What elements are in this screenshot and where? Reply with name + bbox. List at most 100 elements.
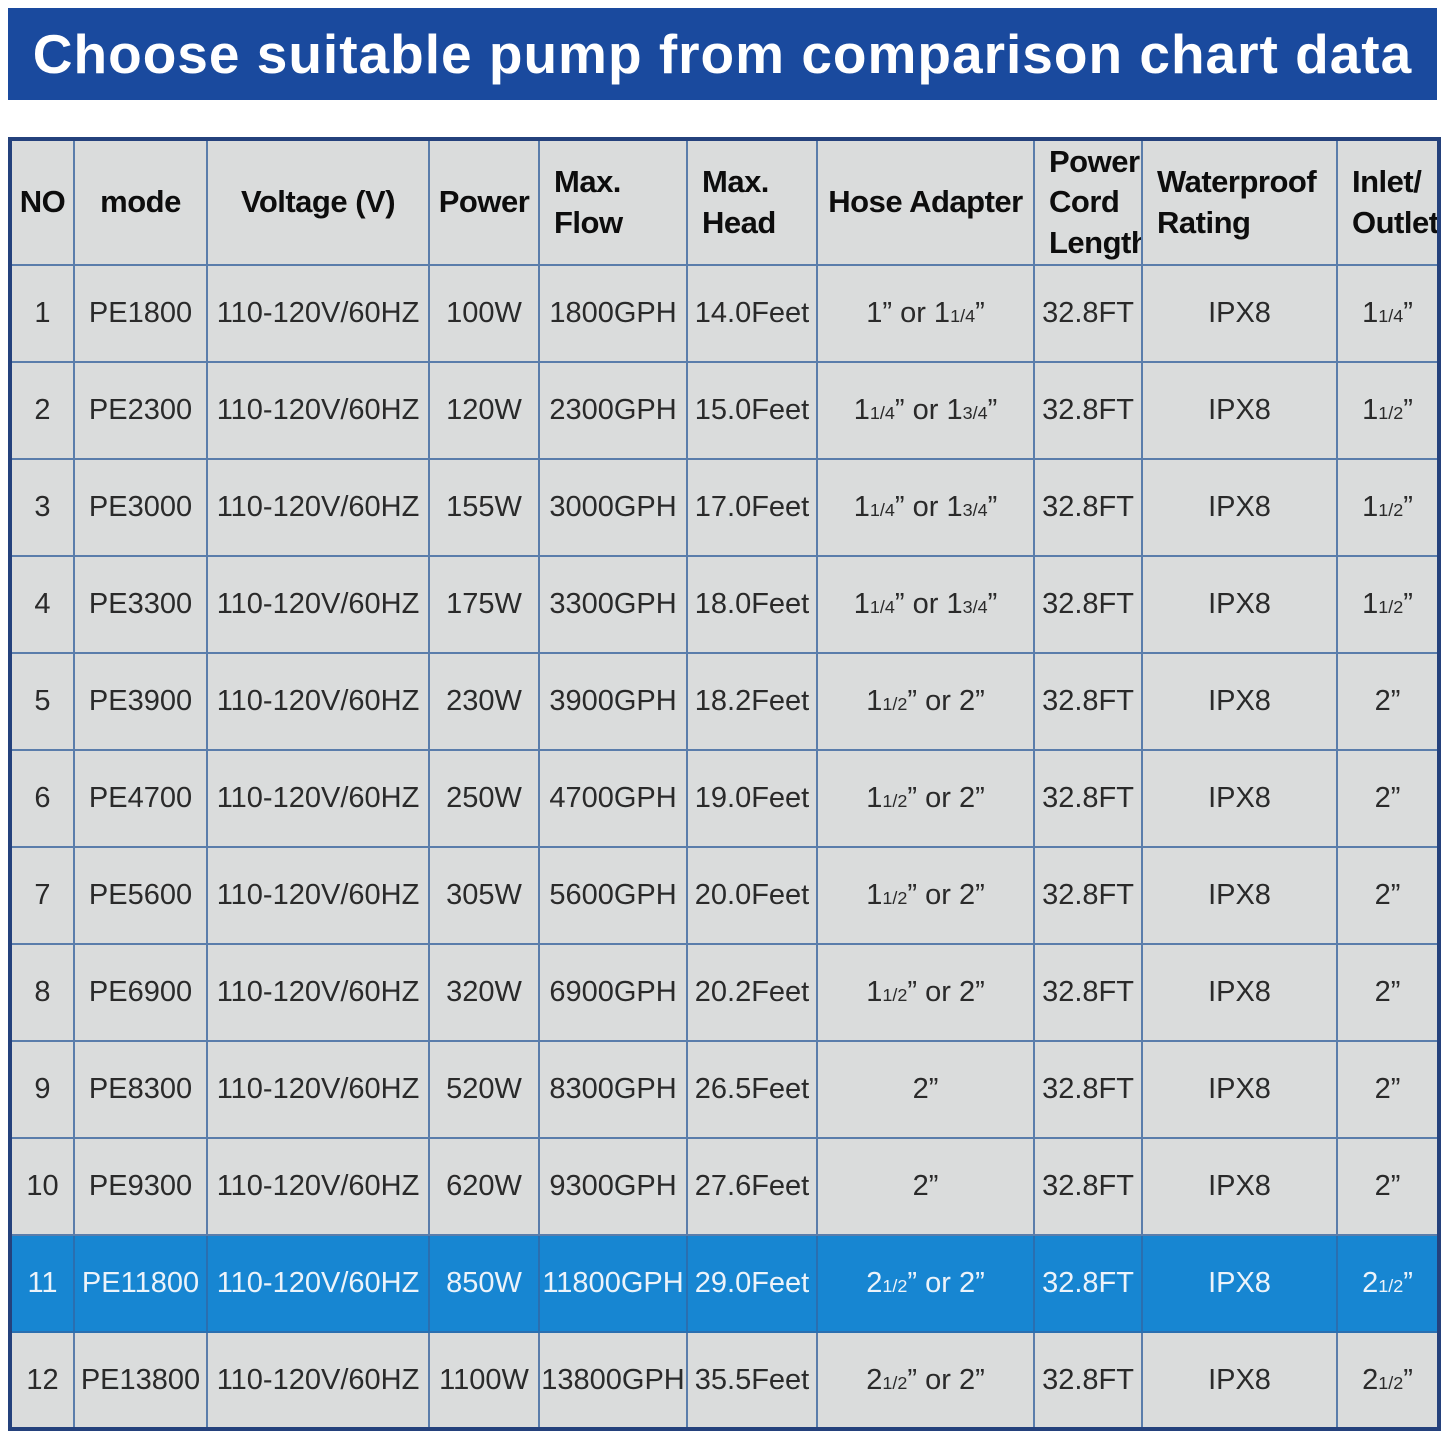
cell-max-flow: 1800GPH: [538, 264, 688, 363]
cell-power: 100W: [428, 264, 540, 363]
fraction-text: 1/2: [1378, 1276, 1404, 1296]
fraction-text: 1/4: [1378, 306, 1404, 326]
fraction-text: 1/4: [950, 306, 976, 326]
column-header-max-head: Max. Head: [686, 138, 818, 266]
cell-no: 1: [9, 264, 75, 363]
cell-inlet-outlet: 2”: [1336, 749, 1440, 848]
cell-waterproof-rating: IPX8: [1141, 555, 1338, 654]
cell-power: 230W: [428, 652, 540, 751]
cell-mode: PE3000: [73, 458, 208, 557]
cell-no: 6: [9, 749, 75, 848]
column-header-no: NO: [9, 138, 75, 266]
cell-hose-adapter: 21/2” or 2”: [816, 1234, 1035, 1333]
table-row: 5 PE3900 110-120V/60HZ 230W 3900GPH 18.2…: [9, 652, 1440, 751]
cell-mode: PE6900: [73, 943, 208, 1042]
cell-inlet-outlet: 2”: [1336, 1137, 1440, 1236]
cell-power-cord-length: 32.8FT: [1033, 361, 1143, 460]
cell-max-flow: 8300GPH: [538, 1040, 688, 1139]
cell-no: 10: [9, 1137, 75, 1236]
cell-waterproof-rating: IPX8: [1141, 749, 1338, 848]
cell-max-flow: 3900GPH: [538, 652, 688, 751]
cell-no: 8: [9, 943, 75, 1042]
cell-hose-adapter: 1” or 11/4”: [816, 264, 1035, 363]
cell-power-cord-length: 32.8FT: [1033, 1137, 1143, 1236]
cell-inlet-outlet: 21/2”: [1336, 1234, 1440, 1333]
cell-voltage: 110-120V/60HZ: [206, 555, 430, 654]
cell-hose-adapter: 21/2” or 2”: [816, 1331, 1035, 1430]
cell-max-head: 14.0Feet: [686, 264, 818, 363]
cell-waterproof-rating: IPX8: [1141, 1234, 1338, 1333]
cell-mode: PE9300: [73, 1137, 208, 1236]
cell-max-head: 15.0Feet: [686, 361, 818, 460]
cell-waterproof-rating: IPX8: [1141, 652, 1338, 751]
cell-waterproof-rating: IPX8: [1141, 943, 1338, 1042]
cell-inlet-outlet: 2”: [1336, 846, 1440, 945]
cell-hose-adapter: 2”: [816, 1040, 1035, 1139]
cell-hose-adapter: 11/2” or 2”: [816, 846, 1035, 945]
cell-power-cord-length: 32.8FT: [1033, 846, 1143, 945]
fraction-text: 1/2: [882, 1276, 908, 1296]
header-row: NO mode Voltage (V) Power Max. Flow Max. Head Ho…: [9, 138, 1440, 266]
fraction-text: 1/2: [882, 888, 908, 908]
cell-power: 320W: [428, 943, 540, 1042]
cell-mode: PE3300: [73, 555, 208, 654]
cell-power: 520W: [428, 1040, 540, 1139]
cell-mode: PE4700: [73, 749, 208, 848]
cell-hose-adapter: 2”: [816, 1137, 1035, 1236]
cell-waterproof-rating: IPX8: [1141, 361, 1338, 460]
column-header-hose-adapter: Hose Adapter: [816, 138, 1035, 266]
cell-power: 620W: [428, 1137, 540, 1236]
cell-voltage: 110-120V/60HZ: [206, 943, 430, 1042]
cell-max-head: 20.2Feet: [686, 943, 818, 1042]
column-header-waterproof-rating: Waterproof Rating: [1141, 138, 1338, 266]
column-header-inlet-outlet: Inlet/Outlet: [1336, 138, 1440, 266]
cell-power-cord-length: 32.8FT: [1033, 652, 1143, 751]
cell-power-cord-length: 32.8FT: [1033, 943, 1143, 1042]
cell-max-head: 29.0Feet: [686, 1234, 818, 1333]
cell-inlet-outlet: 2”: [1336, 652, 1440, 751]
cell-max-head: 17.0Feet: [686, 458, 818, 557]
banner: Choose suitable pump from comparison cha…: [8, 8, 1437, 100]
cell-hose-adapter: 11/4” or 13/4”: [816, 555, 1035, 654]
cell-power: 175W: [428, 555, 540, 654]
table-row: 7 PE5600 110-120V/60HZ 305W 5600GPH 20.0…: [9, 846, 1440, 945]
fraction-text: 1/2: [882, 985, 908, 1005]
table-row: 1 PE1800 110-120V/60HZ 100W 1800GPH 14.0…: [9, 264, 1440, 363]
cell-power: 305W: [428, 846, 540, 945]
cell-voltage: 110-120V/60HZ: [206, 1137, 430, 1236]
table-row: 12 PE13800 110-120V/60HZ 1100W 13800GPH …: [9, 1331, 1440, 1430]
column-header-max-flow: Max. Flow: [538, 138, 688, 266]
table-header: NO mode Voltage (V) Power Max. Flow Max. Head Ho…: [9, 138, 1440, 266]
table-row: 3 PE3000 110-120V/60HZ 155W 3000GPH 17.0…: [9, 458, 1440, 557]
cell-inlet-outlet: 11/4”: [1336, 264, 1440, 363]
cell-mode: PE11800: [73, 1234, 208, 1333]
column-header-mode: mode: [73, 138, 208, 266]
page-title: Choose suitable pump from comparison cha…: [32, 23, 1413, 85]
cell-mode: PE8300: [73, 1040, 208, 1139]
cell-hose-adapter: 11/2” or 2”: [816, 749, 1035, 848]
fraction-text: 3/4: [962, 500, 988, 520]
cell-waterproof-rating: IPX8: [1141, 1040, 1338, 1139]
cell-power: 120W: [428, 361, 540, 460]
cell-max-head: 27.6Feet: [686, 1137, 818, 1236]
table-body: 1 PE1800 110-120V/60HZ 100W 1800GPH 14.0…: [9, 264, 1440, 1430]
fraction-text: 1/2: [882, 791, 908, 811]
cell-max-flow: 2300GPH: [538, 361, 688, 460]
cell-inlet-outlet: 2”: [1336, 943, 1440, 1042]
cell-max-head: 35.5Feet: [686, 1331, 818, 1430]
fraction-text: 3/4: [962, 597, 988, 617]
cell-no: 2: [9, 361, 75, 460]
cell-power: 155W: [428, 458, 540, 557]
cell-voltage: 110-120V/60HZ: [206, 458, 430, 557]
cell-mode: PE2300: [73, 361, 208, 460]
cell-hose-adapter: 11/2” or 2”: [816, 652, 1035, 751]
cell-inlet-outlet: 2”: [1336, 1040, 1440, 1139]
cell-hose-adapter: 11/4” or 13/4”: [816, 458, 1035, 557]
cell-voltage: 110-120V/60HZ: [206, 1040, 430, 1139]
cell-power-cord-length: 32.8FT: [1033, 1040, 1143, 1139]
fraction-text: 1/2: [1378, 500, 1404, 520]
cell-power-cord-length: 32.8FT: [1033, 1234, 1143, 1333]
cell-mode: PE13800: [73, 1331, 208, 1430]
cell-max-flow: 9300GPH: [538, 1137, 688, 1236]
cell-inlet-outlet: 11/2”: [1336, 555, 1440, 654]
